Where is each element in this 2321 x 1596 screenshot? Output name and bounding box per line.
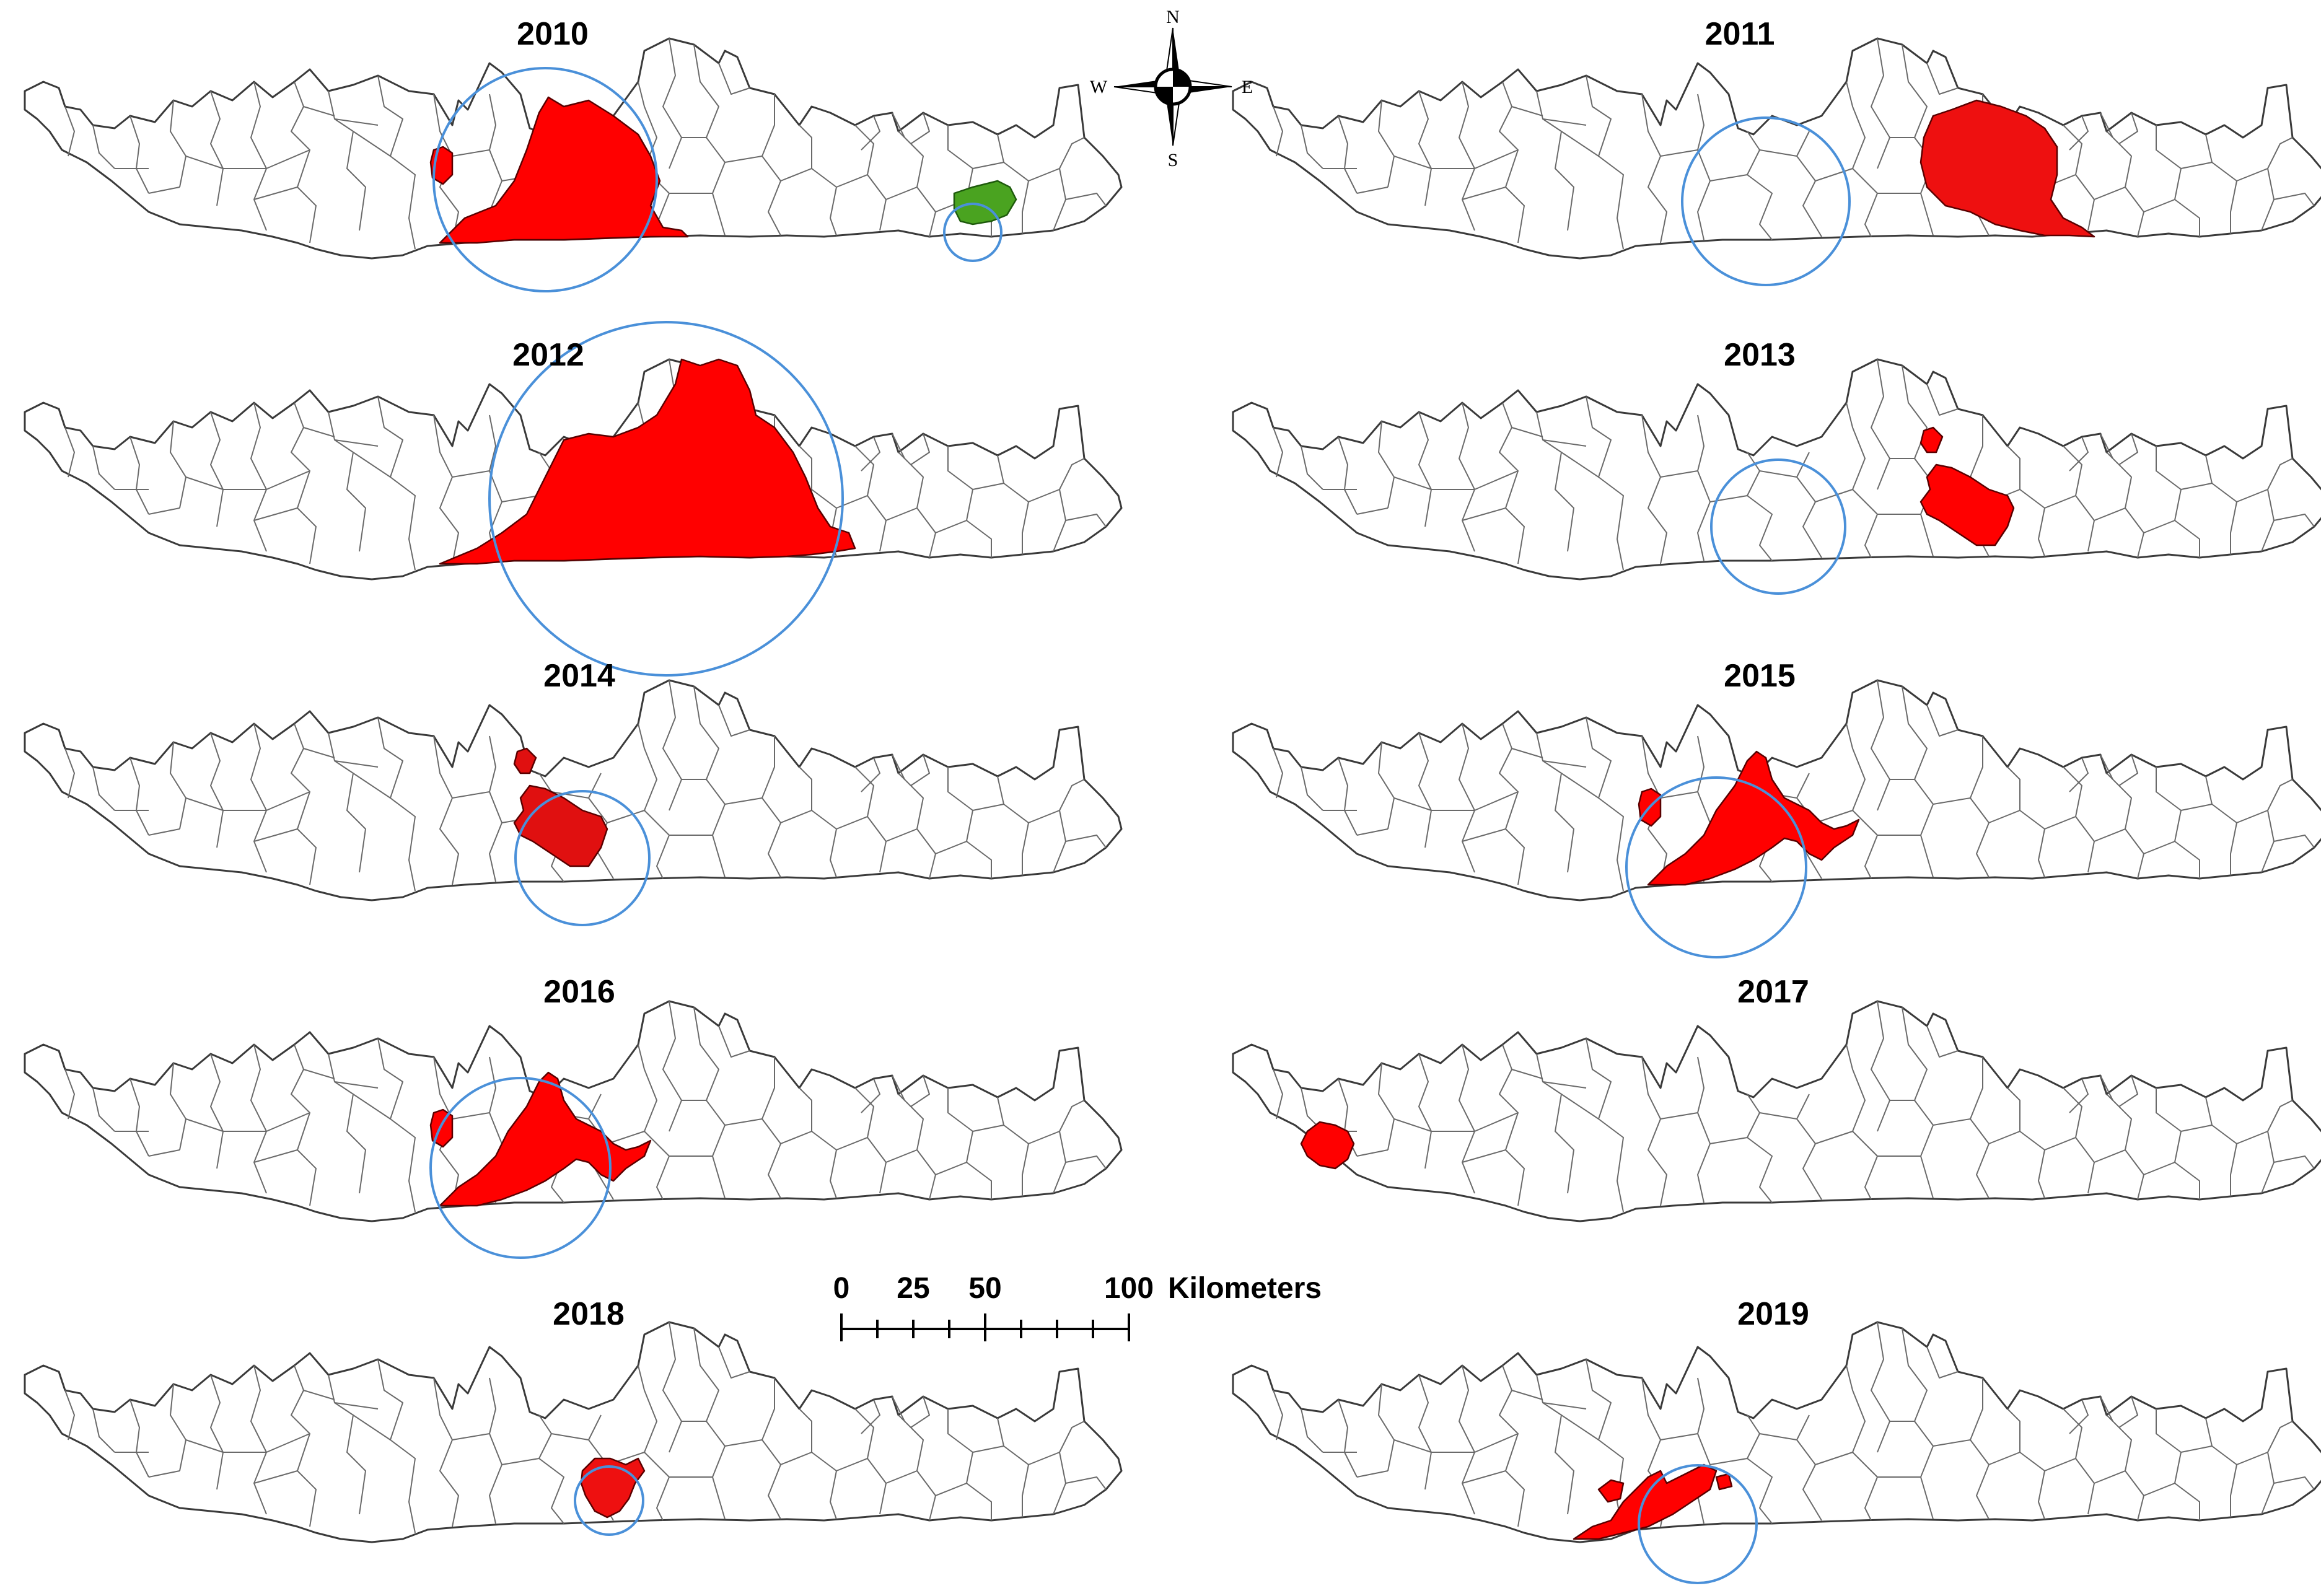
cluster-circle	[1681, 116, 1851, 286]
panel-2016	[24, 1000, 1123, 1222]
panel-2014	[24, 679, 1123, 901]
panel-title-2015: 2015	[1724, 658, 1796, 694]
panel-2017	[1232, 1000, 2321, 1222]
panel-title-2019: 2019	[1737, 1296, 1809, 1332]
scale-unit-label: Kilometers	[1168, 1272, 1322, 1305]
panel-title-2014: 2014	[543, 658, 615, 694]
cluster-circle	[1625, 776, 1807, 958]
scale-tick-label: 100	[1104, 1272, 1154, 1305]
scale-tick-label: 50	[968, 1272, 1001, 1305]
scale-tick-label: 25	[897, 1272, 929, 1305]
north-arrow-compass: N S E W	[1090, 7, 1253, 170]
panel-title-2017: 2017	[1737, 974, 1809, 1010]
cluster-circle	[429, 1077, 612, 1259]
cluster-circle	[432, 67, 658, 292]
panel-title-2011: 2011	[1705, 16, 1775, 52]
panel-2013	[1232, 358, 2321, 581]
cluster-circle	[1710, 458, 1846, 595]
cluster-circle	[488, 321, 844, 677]
compass-west-label: W	[1090, 77, 1108, 97]
panel-title-2012: 2012	[512, 337, 584, 373]
cluster-circle	[574, 1465, 644, 1536]
cluster-circle	[1638, 1464, 1758, 1584]
compass-east-label: E	[1242, 77, 1253, 97]
compass-south-label: S	[1168, 150, 1178, 170]
panel-title-2013: 2013	[1724, 337, 1796, 373]
cluster-circle	[943, 203, 1003, 262]
scale-bar: 0 25 50 100 Kilometers	[833, 1272, 1322, 1341]
scale-tick-label: 0	[833, 1272, 850, 1305]
panel-title-2018: 2018	[553, 1296, 625, 1332]
panel-2019	[1232, 1321, 2321, 1543]
compass-north-label: N	[1166, 7, 1180, 27]
cluster-circle-layer	[429, 67, 1851, 1584]
panel-2018	[24, 1321, 1123, 1543]
cluster-circle	[514, 790, 651, 926]
panel-title-2010: 2010	[517, 16, 589, 52]
panel-2011	[1232, 37, 2321, 260]
panel-title-2016: 2016	[543, 974, 615, 1010]
